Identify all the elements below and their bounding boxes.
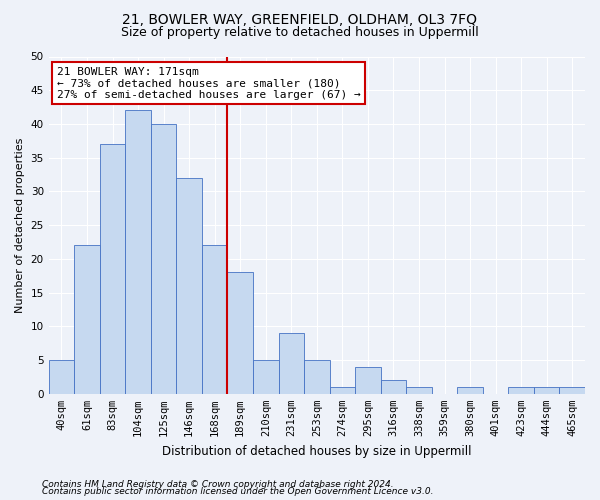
X-axis label: Distribution of detached houses by size in Uppermill: Distribution of detached houses by size … xyxy=(162,444,472,458)
Bar xyxy=(253,360,278,394)
Bar xyxy=(406,387,432,394)
Bar xyxy=(74,246,100,394)
Bar xyxy=(125,110,151,394)
Bar xyxy=(380,380,406,394)
Bar xyxy=(227,272,253,394)
Bar xyxy=(304,360,329,394)
Bar xyxy=(508,387,534,394)
Bar xyxy=(457,387,483,394)
Text: 21 BOWLER WAY: 171sqm
← 73% of detached houses are smaller (180)
27% of semi-det: 21 BOWLER WAY: 171sqm ← 73% of detached … xyxy=(57,66,361,100)
Bar xyxy=(151,124,176,394)
Bar xyxy=(100,144,125,394)
Bar xyxy=(176,178,202,394)
Bar xyxy=(278,333,304,394)
Bar xyxy=(49,360,74,394)
Y-axis label: Number of detached properties: Number of detached properties xyxy=(15,138,25,313)
Text: Size of property relative to detached houses in Uppermill: Size of property relative to detached ho… xyxy=(121,26,479,39)
Bar xyxy=(355,367,380,394)
Text: Contains public sector information licensed under the Open Government Licence v3: Contains public sector information licen… xyxy=(42,488,433,496)
Bar xyxy=(329,387,355,394)
Text: Contains HM Land Registry data © Crown copyright and database right 2024.: Contains HM Land Registry data © Crown c… xyxy=(42,480,394,489)
Bar xyxy=(202,246,227,394)
Text: 21, BOWLER WAY, GREENFIELD, OLDHAM, OL3 7FQ: 21, BOWLER WAY, GREENFIELD, OLDHAM, OL3 … xyxy=(122,12,478,26)
Bar xyxy=(559,387,585,394)
Bar xyxy=(534,387,559,394)
